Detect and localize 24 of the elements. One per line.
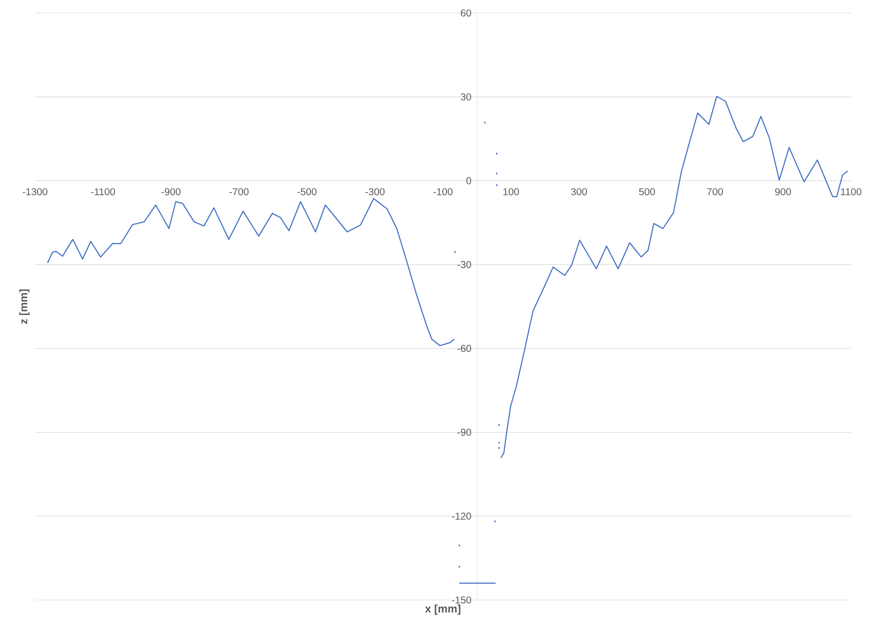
y-tick-label: 30 <box>460 93 472 100</box>
x-tick-label: 500 <box>639 188 655 196</box>
line-series <box>47 198 455 346</box>
x-tick-label: -300 <box>365 188 385 196</box>
x-tick-label: -500 <box>297 188 317 196</box>
x-tick-label: -700 <box>229 188 249 196</box>
x-tick-label: -1100 <box>91 188 115 196</box>
x-tick-label: -100 <box>433 188 453 196</box>
x-tick-label: -1300 <box>22 188 48 196</box>
x-tick-label: 1100 <box>841 188 862 196</box>
y-tick-label: -30 <box>458 261 472 268</box>
x-tick-label: 300 <box>571 188 587 196</box>
y-tick-label: -150 <box>452 596 472 604</box>
y-tick-label: -60 <box>458 344 472 352</box>
y-tick-label: -90 <box>458 428 472 436</box>
x-tick-label: 700 <box>707 188 723 196</box>
y-tick-label: -120 <box>452 512 472 520</box>
x-tick-label: 100 <box>503 188 519 196</box>
y-tick-label: 60 <box>460 9 472 17</box>
y-axis-title: z [mm] <box>19 289 30 324</box>
x-tick-label: -900 <box>161 188 181 196</box>
x-axis-title: x [mm] <box>425 604 460 615</box>
x-tick-label: 900 <box>775 188 791 196</box>
y-tick-label: 0 <box>466 177 472 184</box>
